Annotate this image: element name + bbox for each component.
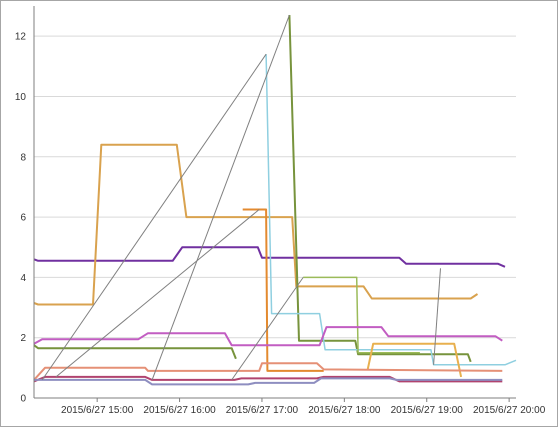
series-line-15: [55, 209, 260, 378]
series-line-4: [288, 14, 472, 363]
y-tick-label: 6: [20, 213, 26, 224]
series-line-6: [303, 276, 420, 354]
y-tick-label: 12: [15, 32, 27, 43]
y-tick-label: 8: [20, 152, 26, 163]
series-line-12: [34, 377, 503, 386]
series-line-17: [433, 268, 441, 365]
series-line-14: [151, 14, 290, 381]
x-tick-label: 2015/6/27 15:00: [61, 405, 134, 416]
y-tick-label: 4: [20, 273, 26, 284]
series-line-3: [242, 208, 324, 372]
x-tick-label: 2015/6/27 17:00: [226, 405, 299, 416]
y-tick-label: 2: [20, 333, 26, 344]
series-line-5: [265, 54, 517, 366]
y-tick-label: 10: [15, 92, 27, 103]
x-tick-label: 2015/6/27 20:00: [473, 405, 546, 416]
series-line-2: [33, 143, 479, 306]
tick-labels: 0 2 4 6 8 10 12 2015/6/27 15:00 2015/6/27 16:00 2…: [15, 32, 546, 416]
x-tick-label: 2015/6/27 19:00: [391, 405, 464, 416]
axes: [33, 6, 516, 402]
series-line-8: [33, 326, 503, 347]
series-line-1: [33, 246, 506, 268]
x-tick-label: 2015/6/27 16:00: [143, 405, 216, 416]
grid-lines: [34, 35, 516, 339]
series-lines: [33, 14, 517, 386]
series-line-16: [231, 277, 304, 381]
series-line-7: [366, 342, 463, 378]
series-line-13: [41, 53, 267, 381]
series-line-10: [33, 362, 503, 381]
x-tick-label: 2015/6/27 18:00: [308, 405, 381, 416]
y-tick-label: 0: [20, 394, 26, 405]
series-line-9: [33, 344, 237, 360]
